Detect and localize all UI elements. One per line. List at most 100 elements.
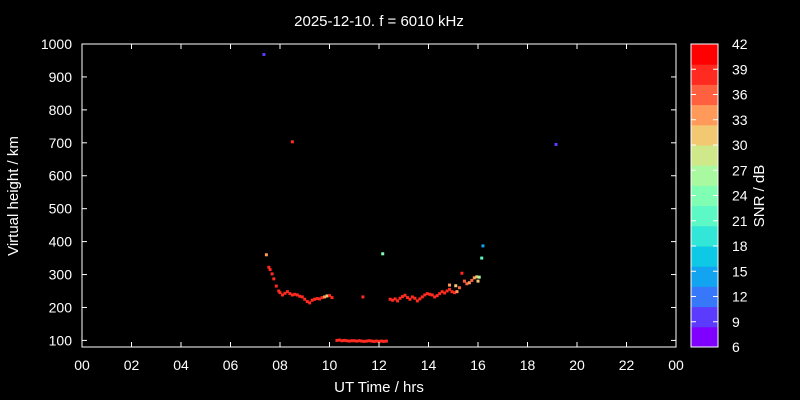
data-point — [391, 298, 395, 302]
data-point — [293, 292, 297, 296]
data-point — [280, 293, 284, 297]
data-point — [462, 279, 466, 283]
x-tick-label: 08 — [272, 357, 288, 373]
data-point — [435, 294, 439, 298]
data-point — [325, 294, 329, 298]
colorbar-segment — [691, 246, 718, 267]
data-point — [554, 142, 558, 146]
x-tick-label: 20 — [569, 357, 585, 373]
data-point — [481, 244, 485, 248]
data-point — [454, 284, 458, 288]
data-point — [264, 253, 268, 257]
colorbar-tick-label: 6 — [732, 339, 740, 355]
data-point — [480, 256, 484, 260]
data-point — [396, 299, 400, 303]
y-tick-label: 400 — [49, 234, 73, 250]
data-point — [288, 292, 292, 296]
data-point — [408, 297, 412, 301]
colorbar-segment — [691, 225, 718, 247]
data-point — [272, 277, 276, 281]
colorbar-segment — [691, 205, 718, 227]
colorbar-segment — [691, 124, 718, 146]
colorbar-tick-label: 21 — [732, 213, 748, 229]
data-point — [330, 296, 334, 300]
data-point — [310, 298, 314, 302]
data-point — [377, 339, 381, 343]
data-point — [270, 272, 274, 276]
data-point — [379, 339, 383, 343]
data-point — [295, 293, 299, 297]
data-point — [335, 338, 339, 342]
data-point — [372, 339, 376, 343]
x-tick-label: 02 — [124, 357, 140, 373]
snr-colorbar: 6 9 12 15 18 21 24 27 30 33 36 39 42 — [690, 36, 748, 355]
colorbar-segment — [691, 185, 718, 207]
data-point — [362, 339, 366, 343]
data-point — [457, 286, 461, 290]
data-point — [472, 276, 476, 280]
data-point — [465, 282, 469, 286]
y-axis: 100 200 300 400 500 600 700 800 900 1000 — [41, 36, 676, 348]
data-point — [367, 339, 371, 343]
data-point — [305, 300, 309, 304]
data-point — [308, 301, 312, 305]
data-point — [388, 297, 392, 301]
data-point — [423, 293, 427, 297]
colorbar-segment — [691, 165, 718, 186]
data-point — [357, 339, 361, 343]
colorbar-tick-label: 33 — [732, 112, 748, 128]
x-tick-label: 22 — [619, 357, 635, 373]
data-point — [415, 299, 419, 303]
y-tick-label: 900 — [49, 69, 73, 85]
colorbar-tick-label: 39 — [732, 61, 748, 77]
chart-title: 2025-12-10. f = 6010 kHz — [294, 13, 464, 30]
colorbar-tick-label: 18 — [732, 238, 748, 254]
data-point — [381, 252, 385, 256]
data-point — [428, 292, 432, 296]
data-point — [347, 339, 351, 343]
data-point — [283, 291, 287, 295]
colorbar-label: SNR / dB — [751, 165, 768, 228]
data-point — [268, 268, 272, 272]
x-tick-label: 18 — [520, 357, 536, 373]
colorbar-segment — [691, 266, 718, 287]
data-point — [425, 292, 429, 296]
data-point — [452, 291, 456, 295]
x-tick-label: 14 — [421, 357, 437, 373]
data-point — [430, 293, 434, 297]
colorbar-tick-label: 30 — [732, 137, 748, 153]
data-point — [420, 295, 424, 299]
data-point — [365, 339, 369, 343]
x-tick-label: 12 — [371, 357, 387, 373]
data-point — [277, 289, 281, 293]
data-point — [290, 293, 294, 297]
data-point — [401, 295, 405, 299]
y-tick-label: 200 — [49, 299, 73, 315]
colorbar-segment — [691, 64, 718, 85]
data-point — [418, 297, 422, 301]
y-tick-label: 300 — [49, 267, 73, 283]
plot-frame — [81, 43, 677, 348]
data-point — [370, 339, 374, 343]
data-point — [337, 338, 341, 342]
data-point — [470, 278, 474, 282]
data-point — [476, 279, 480, 283]
data-point — [340, 339, 344, 343]
data-point — [433, 295, 437, 299]
colorbar-segment — [691, 84, 718, 106]
colorbar-segment — [691, 286, 718, 308]
data-point — [375, 339, 379, 343]
data-point — [285, 290, 289, 294]
x-tick-label: 00 — [74, 357, 90, 373]
x-tick-label: 16 — [470, 357, 486, 373]
data-point — [355, 339, 359, 343]
data-point — [403, 293, 407, 297]
data-point — [318, 297, 322, 301]
data-point — [303, 297, 307, 301]
data-point — [477, 275, 481, 279]
colorbar-segment — [691, 145, 718, 166]
data-point — [448, 283, 452, 287]
data-point — [450, 290, 454, 294]
data-point — [475, 275, 479, 279]
data-point — [352, 339, 356, 343]
